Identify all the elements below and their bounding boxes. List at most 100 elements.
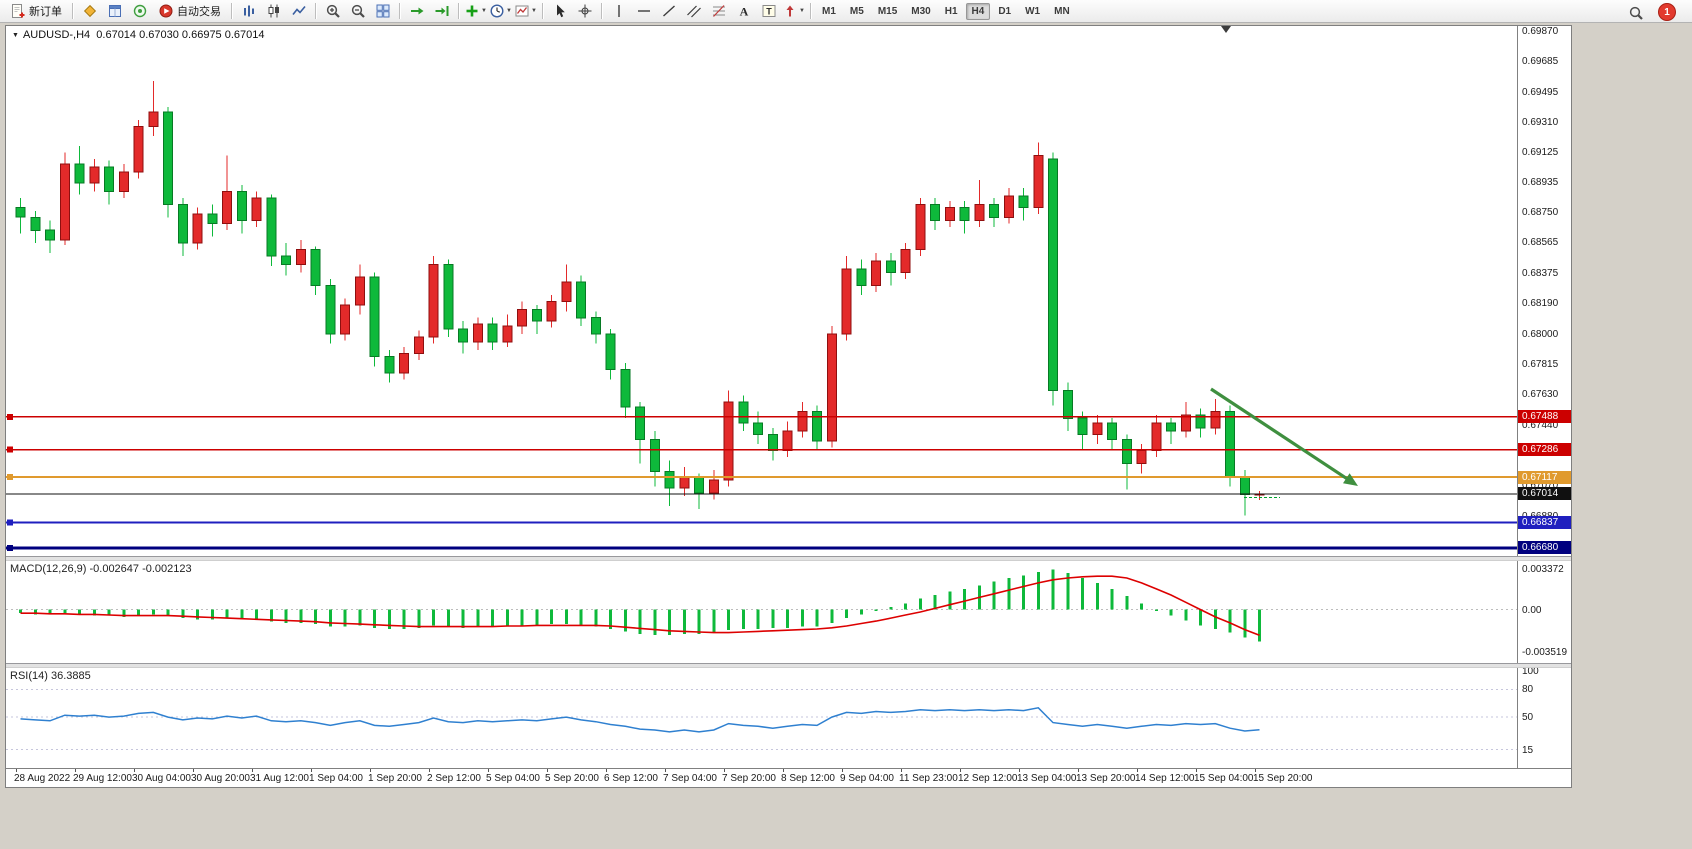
toolbar-separator — [810, 3, 811, 19]
search-icon[interactable] — [1623, 2, 1648, 24]
time-tick — [1137, 769, 1138, 772]
data-window-icon — [107, 3, 123, 19]
trendline-icon — [661, 3, 677, 19]
arrows-button[interactable]: ▼ — [781, 0, 806, 22]
price-chart-panel[interactable]: ▼ AUDUSD-,H4 0.67014 0.67030 0.66975 0.67… — [6, 26, 1571, 556]
channel-button[interactable] — [681, 0, 706, 22]
price-line-label: 0.67286 — [1518, 443, 1571, 457]
text-button[interactable]: A — [731, 0, 756, 22]
zoom-in-icon — [325, 3, 341, 19]
macd-panel[interactable]: MACD(12,26,9) -0.002647 -0.002123 0.0033… — [6, 561, 1571, 663]
toolbar-button-label: 新订单 — [29, 6, 62, 18]
macd-plot[interactable] — [6, 561, 1517, 663]
candlestick-chart-button[interactable] — [261, 0, 286, 22]
time-label: 2 Sep 12:00 — [427, 773, 481, 784]
auto-scroll-button[interactable] — [404, 0, 429, 22]
axis-value: 0.67070 — [1522, 479, 1559, 491]
toolbar-button-label: 自动交易 — [177, 6, 221, 18]
templates-button[interactable]: ▼ — [513, 0, 538, 22]
timeframe-h1-button[interactable]: H1 — [944, 5, 958, 17]
chart-shift-button[interactable] — [429, 0, 454, 22]
axis-value: 50 — [1522, 712, 1534, 724]
candlestick-plot[interactable] — [6, 26, 1517, 556]
time-label: 14 Sep 12:00 — [1135, 773, 1195, 784]
line-chart-button[interactable] — [286, 0, 311, 22]
time-axis[interactable]: 28 Aug 2022 29 Aug 12:00 30 Aug 04:00 30 Au… — [6, 768, 1571, 787]
rsi-name: RSI(14) — [10, 670, 48, 682]
new-order-button[interactable]: 新订单 — [4, 0, 68, 22]
time-tick — [134, 769, 135, 772]
toolbar-separator — [542, 3, 543, 19]
timeframe-m5-button[interactable]: M5 — [849, 5, 864, 17]
timeframe-mn-button[interactable]: MN — [1054, 5, 1070, 17]
main-toolbar: 新订单 自动交易 ▼ ▼ ▼ A T ▼ M1 M5 M15 M30 H1 H4 D1 W1 MN — [0, 0, 1692, 23]
macd-axis[interactable]: 0.003372 0.00 -0.003519 — [1517, 561, 1571, 663]
time-tick — [901, 769, 902, 772]
macd-value: -0.002647 — [89, 563, 140, 575]
chart-menu-icon[interactable]: ▼ — [12, 31, 19, 39]
market-watch-button[interactable] — [77, 0, 102, 22]
price-line-label: 0.67014 — [1518, 487, 1571, 501]
time-label: 6 Sep 12:00 — [604, 773, 658, 784]
price-axis[interactable]: 0.69870 0.69685 0.69495 0.69310 0.69125 0.689… — [1517, 26, 1571, 556]
time-tick — [16, 769, 17, 772]
timeframe-m15-button[interactable]: M15 — [877, 5, 898, 17]
periods-button[interactable]: ▼ — [488, 0, 513, 22]
indicators-button[interactable]: ▼ — [463, 0, 488, 22]
text-icon: A — [736, 3, 752, 19]
axis-value: 0.69685 — [1522, 55, 1559, 67]
notification-badge[interactable]: 1 — [1658, 3, 1676, 21]
tile-windows-button[interactable] — [370, 0, 395, 22]
bar-chart-button[interactable] — [236, 0, 261, 22]
axis-value: 0.69495 — [1522, 86, 1559, 98]
timeframe-w1-button[interactable]: W1 — [1025, 5, 1041, 17]
horizontal-line-button[interactable] — [631, 0, 656, 22]
rsi-value: 36.3885 — [50, 670, 91, 682]
time-label: 12 Sep 12:00 — [958, 773, 1018, 784]
macd-name: MACD(12,26,9) — [10, 563, 87, 575]
toolbar-separator — [458, 3, 459, 19]
timeframe-h4-button[interactable]: H4 — [965, 2, 991, 20]
axis-value: 0.68750 — [1522, 207, 1559, 219]
autotrading-button[interactable]: 自动交易 — [152, 0, 227, 22]
zoom-in-button[interactable] — [320, 0, 345, 22]
rsi-plot[interactable] — [6, 668, 1517, 768]
text-label-icon: T — [761, 3, 777, 19]
vertical-line-button[interactable] — [606, 0, 631, 22]
timeframe-d1-button[interactable]: D1 — [998, 5, 1012, 17]
crosshair-button[interactable] — [572, 0, 597, 22]
time-tick — [252, 769, 253, 772]
rsi-panel[interactable]: RSI(14) 36.3885 100 80 50 15 — [6, 668, 1571, 768]
text-label-button[interactable]: T — [756, 0, 781, 22]
fibonacci-button[interactable] — [706, 0, 731, 22]
time-label: 1 Sep 04:00 — [309, 773, 363, 784]
svg-text:A: A — [739, 5, 748, 19]
time-label: 1 Sep 20:00 — [368, 773, 422, 784]
rsi-axis[interactable]: 100 80 50 15 — [1517, 668, 1571, 768]
axis-value: 0.67630 — [1522, 388, 1559, 400]
symbol-quote-line: ▼ AUDUSD-,H4 0.67014 0.67030 0.66975 0.67… — [12, 29, 265, 41]
time-tick — [547, 769, 548, 772]
time-label: 28 Aug 2022 — [14, 773, 71, 784]
axis-value: 15 — [1522, 744, 1534, 756]
cursor-button[interactable] — [547, 0, 572, 22]
time-tick — [960, 769, 961, 772]
chevron-down-icon: ▼ — [481, 8, 487, 14]
timeframe-m1-button[interactable]: M1 — [822, 5, 836, 17]
time-label: 5 Sep 20:00 — [545, 773, 599, 784]
horizontal-line-icon — [636, 3, 652, 19]
data-window-button[interactable] — [102, 0, 127, 22]
timeframe-m30-button[interactable]: M30 — [911, 5, 931, 17]
navigator-icon — [132, 3, 148, 19]
toolbar-separator — [72, 3, 73, 19]
time-tick — [370, 769, 371, 772]
panel-separator[interactable] — [6, 663, 1571, 668]
navigator-button[interactable] — [127, 0, 152, 22]
time-tick — [1019, 769, 1020, 772]
zoom-out-button[interactable] — [345, 0, 370, 22]
auto-scroll-icon — [409, 3, 425, 19]
line-chart-icon — [291, 3, 307, 19]
panel-separator[interactable] — [6, 556, 1571, 561]
trendline-button[interactable] — [656, 0, 681, 22]
toolbar-separator — [315, 3, 316, 19]
